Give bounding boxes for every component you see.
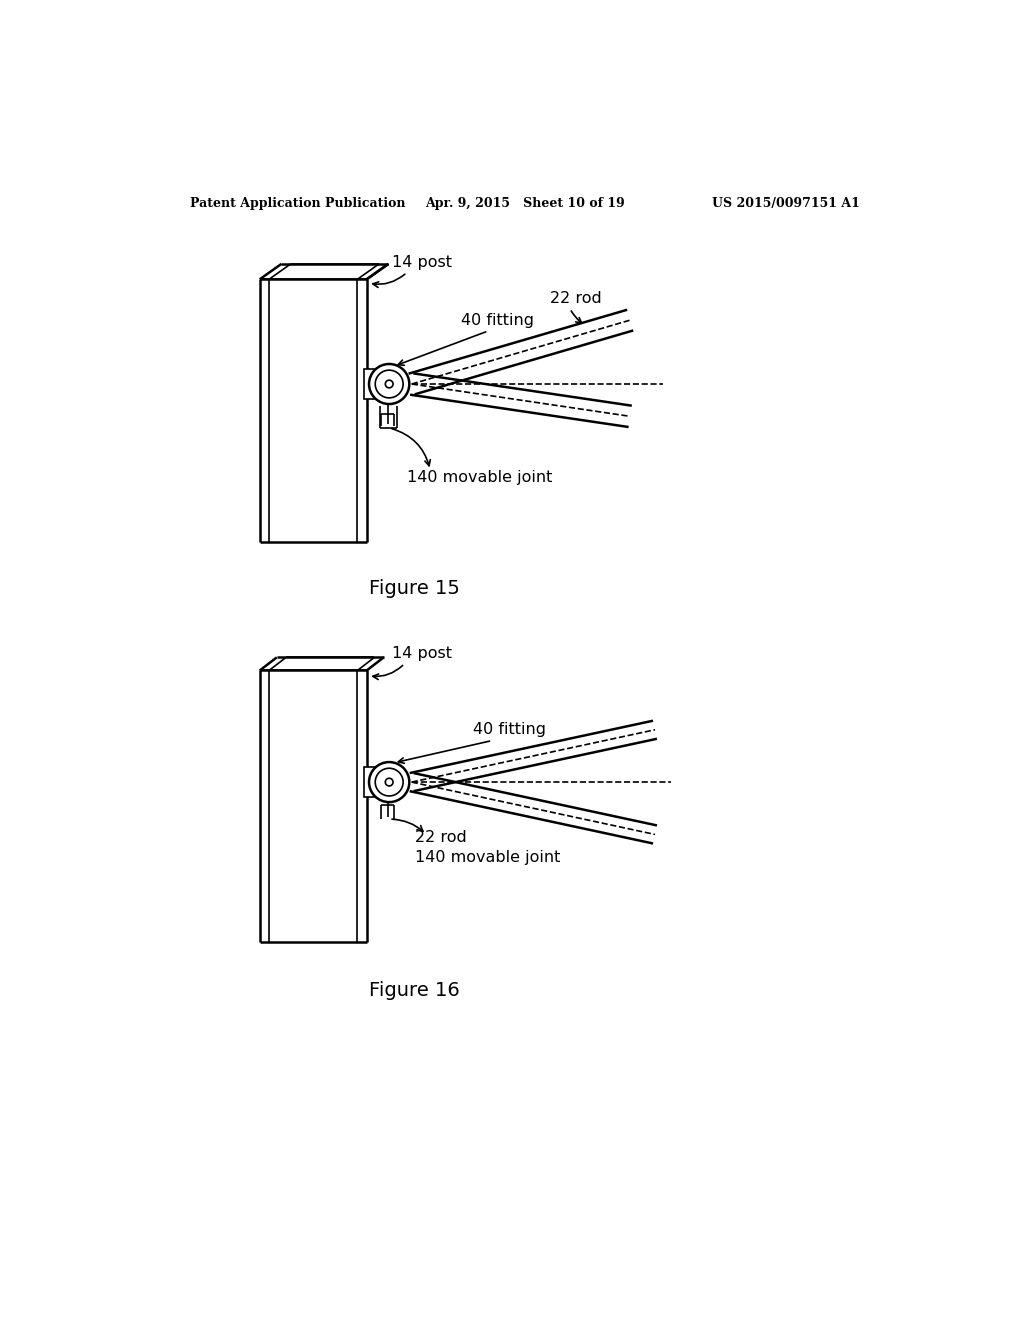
Text: 40 fitting: 40 fitting: [473, 722, 546, 738]
FancyArrowPatch shape: [571, 312, 582, 323]
Text: Apr. 9, 2015   Sheet 10 of 19: Apr. 9, 2015 Sheet 10 of 19: [425, 197, 625, 210]
FancyArrowPatch shape: [373, 665, 402, 680]
Text: 22 rod: 22 rod: [550, 290, 602, 306]
FancyArrowPatch shape: [392, 429, 430, 466]
FancyArrowPatch shape: [398, 741, 489, 763]
Text: Patent Application Publication: Patent Application Publication: [190, 197, 406, 210]
Text: Figure 16: Figure 16: [370, 981, 460, 999]
Text: 40 fitting: 40 fitting: [461, 313, 535, 327]
Text: 140 movable joint: 140 movable joint: [407, 470, 552, 486]
FancyArrowPatch shape: [398, 331, 485, 366]
Text: Figure 15: Figure 15: [370, 578, 460, 598]
Text: 14 post: 14 post: [391, 255, 452, 269]
Text: 14 post: 14 post: [391, 645, 452, 661]
FancyArrowPatch shape: [392, 820, 423, 832]
Text: US 2015/0097151 A1: US 2015/0097151 A1: [712, 197, 859, 210]
Circle shape: [369, 762, 410, 803]
Text: 22 rod: 22 rod: [415, 830, 467, 845]
Text: 140 movable joint: 140 movable joint: [415, 850, 560, 865]
FancyArrowPatch shape: [373, 275, 404, 288]
Bar: [365, 767, 386, 797]
Circle shape: [369, 364, 410, 404]
Bar: [365, 370, 386, 399]
